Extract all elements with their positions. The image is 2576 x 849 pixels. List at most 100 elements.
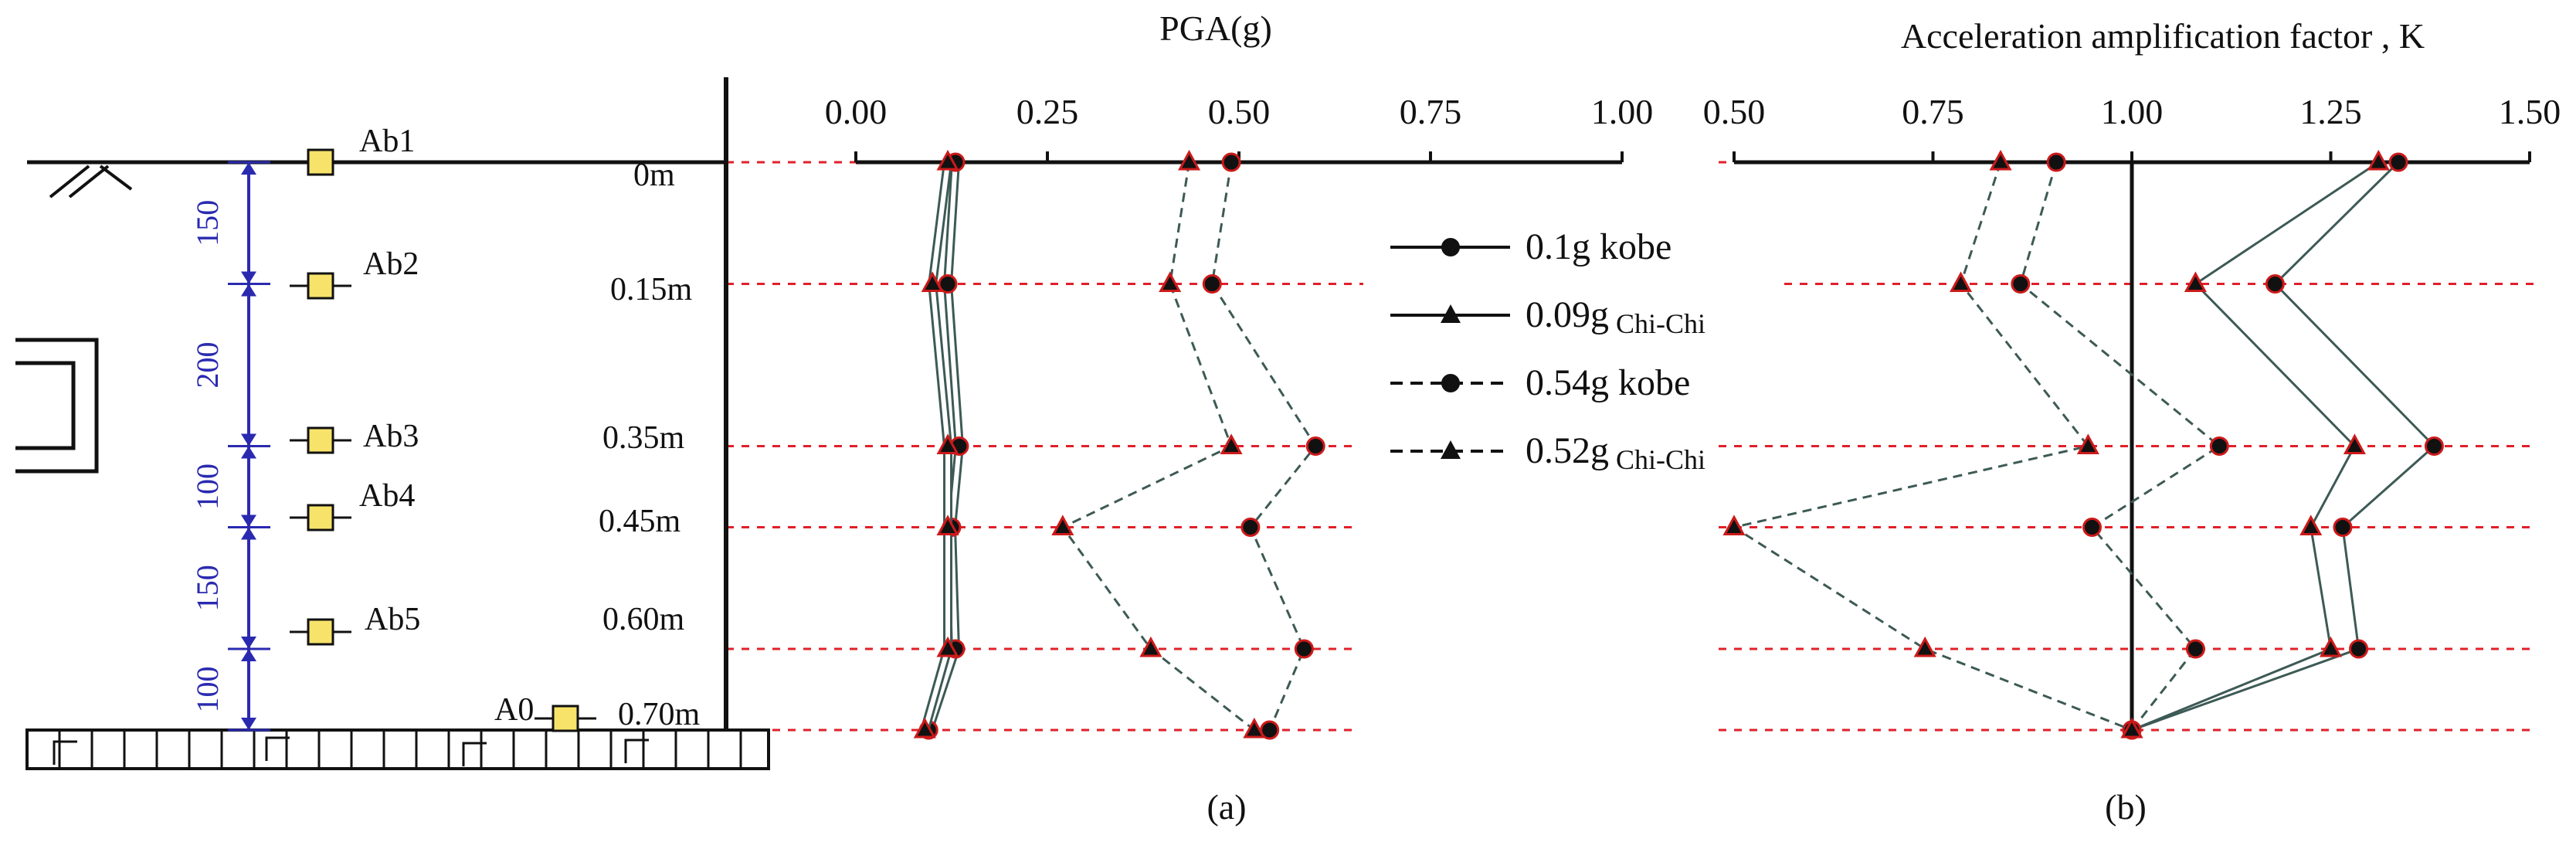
data-point-triangle <box>2184 271 2207 292</box>
base-cell-notch <box>624 739 649 763</box>
panel-b: Acceleration amplification factor , K 0.… <box>1703 16 2561 827</box>
series-line <box>2131 161 2436 732</box>
depth-label: 0.70m <box>618 697 701 732</box>
legend-marker-triangle <box>1441 304 1461 323</box>
data-point-circle <box>2082 518 2102 537</box>
data-point-circle <box>938 274 958 294</box>
data-point-triangle <box>936 514 959 535</box>
panel-a-tick-labels: 0.00 0.25 0.50 0.75 1.00 <box>825 92 1654 131</box>
depth-label: 0.15m <box>610 272 693 307</box>
model-schematic: 150 200 100 150 100 Ab1 Ab2 Ab3 Ab4 Ab5 A0 0m 0.15… <box>15 77 770 770</box>
data-point-circle <box>1240 518 1261 537</box>
legend-marker-triangle <box>1441 440 1461 459</box>
data-point-triangle <box>1220 433 1243 454</box>
legend-label-sub: Chi-Chi <box>1609 308 1705 339</box>
series-line <box>922 161 951 731</box>
sensor-icon <box>552 705 579 732</box>
base-block-cells <box>25 730 742 769</box>
dimension-arrow-icon <box>241 433 256 447</box>
depth-labels: 0m 0.15m 0.35m 0.45m 0.60m 0.70m <box>599 158 701 732</box>
dimension-arrow-icon <box>241 514 256 528</box>
data-point-triangle <box>2367 149 2390 171</box>
legend-label-sub: Chi-Chi <box>1609 444 1705 475</box>
panel-b-axis <box>1733 151 2531 730</box>
data-point-circle <box>2265 274 2285 294</box>
base-cell-notch <box>53 740 77 765</box>
x-tick-label: 0.75 <box>1400 92 1462 131</box>
legend-label-main: 0.52g <box>1526 430 1609 471</box>
data-point-circle <box>2333 518 2353 537</box>
dimension-label: 200 <box>190 342 225 389</box>
data-point-triangle <box>1159 271 1182 292</box>
data-point-triangle <box>2120 717 2143 739</box>
data-point-triangle <box>936 636 959 657</box>
depth-label: 0m <box>633 158 675 193</box>
data-point-circle <box>1202 274 1222 294</box>
legend-marker-circle <box>1441 238 1460 256</box>
sensors: Ab1 Ab2 Ab3 Ab4 Ab5 A0 <box>290 124 596 732</box>
dimension-labels: 150 200 100 150 100 <box>190 200 225 713</box>
panel-b-title: Acceleration amplification factor , K <box>1901 16 2425 56</box>
x-tick-label: 1.00 <box>2101 92 2164 131</box>
data-point-circle <box>2424 436 2444 456</box>
data-point-circle <box>2388 152 2408 172</box>
panel-b-label: (b) <box>2105 787 2147 827</box>
data-point-triangle <box>1989 149 2012 171</box>
panel-a: PGA(g) 0.00 0.25 0.50 0.75 1.00 (a) <box>825 8 1654 827</box>
legend-label: 0.52g Chi-Chi <box>1526 430 1705 475</box>
sensor-label: Ab2 <box>363 246 419 282</box>
dimension-arrow-icon <box>241 271 256 284</box>
panel-a-label: (a) <box>1207 787 1246 827</box>
legend-label-main: 0.1g <box>1526 226 1590 267</box>
dimension-label: 100 <box>190 464 225 510</box>
legend-label-sub: kobe <box>1590 226 1672 267</box>
x-tick-label: 1.00 <box>1591 92 1654 131</box>
dimension-arrow-icon <box>241 162 256 175</box>
data-point-circle <box>2209 436 2229 456</box>
data-point-triangle <box>2319 636 2343 657</box>
sensor-label: Ab3 <box>363 419 419 454</box>
sensor-label: Ab1 <box>359 124 415 159</box>
dimension-arrow-icon <box>241 446 256 459</box>
panel-a-title: PGA(g) <box>1159 8 1272 48</box>
legend-marker-circle <box>1441 374 1460 392</box>
data-point-triangle <box>1177 149 1201 171</box>
sensor-icon <box>307 272 334 300</box>
series-line <box>2019 161 2221 731</box>
panel-b-tick-labels: 0.50 0.75 1.00 1.25 1.50 <box>1703 92 2561 131</box>
depth-label: 0.60m <box>602 602 685 637</box>
panel-b-series <box>1722 149 2444 740</box>
sensor-label: Ab4 <box>359 478 415 514</box>
dimension-label: 150 <box>190 565 225 611</box>
depth-label: 0.35m <box>602 420 685 456</box>
x-tick-label: 0.75 <box>1902 92 1964 131</box>
legend-label-main: 0.09g <box>1526 294 1609 335</box>
dimension-arrow-icon <box>241 718 256 730</box>
data-point-triangle <box>2076 433 2099 454</box>
box-wall-bracket <box>15 338 99 474</box>
data-point-triangle <box>913 717 936 739</box>
dimension-arrow-icon <box>241 527 256 540</box>
data-point-triangle <box>1950 271 1973 292</box>
dimension-arrow-icon <box>241 649 256 661</box>
data-point-triangle <box>921 271 944 292</box>
data-point-circle <box>2011 274 2031 294</box>
x-tick-label: 0.25 <box>1016 92 1079 131</box>
data-point-circle <box>1260 720 1280 740</box>
ground-hatch-icon <box>49 165 133 199</box>
data-point-circle <box>2046 152 2066 172</box>
legend-label: 0.54g kobe <box>1526 362 1690 403</box>
legend-label-sub: kobe <box>1609 362 1690 403</box>
x-tick-label: 1.25 <box>2299 92 2362 131</box>
panel-a-series <box>913 149 1325 740</box>
data-point-circle <box>1294 639 1314 659</box>
dimension-arrow-icon <box>241 637 256 649</box>
data-point-triangle <box>1051 514 1074 535</box>
data-point-triangle <box>2299 514 2323 535</box>
data-point-triangle <box>1722 514 1746 535</box>
base-cell-notch <box>462 742 487 766</box>
sensor-icon <box>307 148 334 176</box>
x-tick-label: 0.50 <box>1208 92 1271 131</box>
sensor-icon <box>307 618 334 646</box>
